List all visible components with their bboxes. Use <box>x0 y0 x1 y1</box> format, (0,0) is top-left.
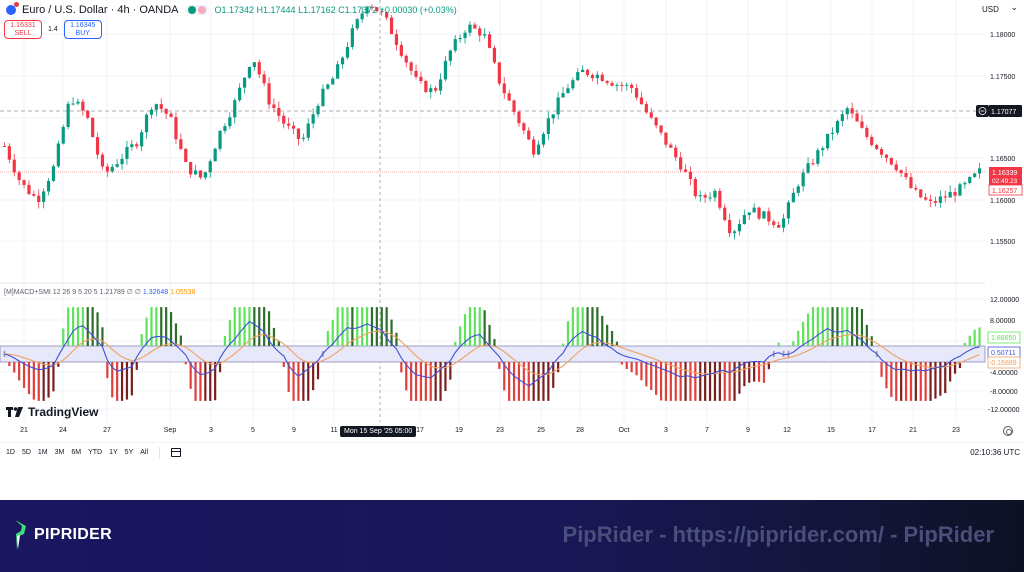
svg-text:-12.00000: -12.00000 <box>988 407 1020 414</box>
piprider-banner: PIPRIDER PipRider - https://piprider.com… <box>0 500 1024 572</box>
tradingview-logo[interactable]: TradingView <box>6 405 98 419</box>
time-tick-label: 24 <box>59 427 67 434</box>
svg-text:1.16000: 1.16000 <box>990 198 1015 205</box>
time-tick-label: 17 <box>416 427 424 434</box>
trade-buttons: 1.16331 SELL 1.4 1.16345 BUY <box>4 20 102 39</box>
svg-text:1.16339: 1.16339 <box>992 170 1017 177</box>
go-to-date-calendar-icon[interactable] <box>171 448 182 457</box>
crosshair-price-label: 1.17077 <box>976 105 1022 117</box>
range-1d[interactable]: 1D <box>6 449 15 456</box>
candlestick-series <box>2 4 982 240</box>
time-tick-label: 28 <box>576 427 584 434</box>
range-divider <box>159 446 161 459</box>
buy-price: 1.16345 <box>70 22 96 29</box>
time-tick-label: 9 <box>292 427 296 434</box>
market-open-dot-icon <box>187 6 196 14</box>
tradingview-chart[interactable]: 1.18000 1.17500 1.16500 1.16000 1.15500 … <box>0 0 1024 462</box>
range-5d[interactable]: 5D <box>21 449 31 456</box>
symbol-legend[interactable]: Euro / U.S. Dollar · 4h · OANDA O1.17342… <box>6 2 457 16</box>
piprider-logo: PIPRIDER <box>14 520 112 550</box>
time-tick-label: 23 <box>952 427 960 434</box>
svg-text:1.88650: 1.88650 <box>991 335 1016 342</box>
time-tick-label: 7 <box>705 427 709 434</box>
time-tick-label: Sep <box>163 427 177 434</box>
svg-text:02:49:23: 02:49:23 <box>992 178 1018 185</box>
time-tick-label: 17 <box>868 427 876 434</box>
price-axis[interactable]: 1.18000 1.17500 1.16500 1.16000 1.15500 <box>990 32 1015 246</box>
time-tick-label: 27 <box>103 427 111 434</box>
indicator-value-macd: 1.32648 <box>142 289 169 296</box>
time-tick-label: 11 <box>330 427 338 434</box>
time-tick-label: 12 <box>783 427 791 434</box>
ohlc-values: O1.17342 H1.17444 L1.17162 C1.17372 +0.0… <box>214 5 457 15</box>
time-tick-label: 15 <box>827 427 835 434</box>
range-6m[interactable]: 6M <box>71 449 82 456</box>
indicator-value-signal: 1.05538 <box>170 289 196 296</box>
chart-settings-icon[interactable] <box>1003 426 1013 436</box>
market-status-indicator[interactable] <box>184 5 209 15</box>
range-ytd[interactable]: YTD <box>88 449 103 456</box>
currency-dropdown[interactable]: USD <box>982 2 1018 19</box>
watermark-text: PipRider - https://piprider.com/ - PipRi… <box>562 522 994 547</box>
svg-text:-8.00000: -8.00000 <box>990 389 1018 396</box>
tradingview-wordmark: TradingView <box>28 405 99 419</box>
buy-button[interactable]: 1.16345 BUY <box>63 20 102 39</box>
time-tick-label: 23 <box>496 427 504 434</box>
macd-histogram <box>3 307 981 401</box>
piprider-wordmark: PIPRIDER <box>34 526 112 543</box>
indicator-label: [M]MACD+SMI 12 26 9 5 20 5 1.21789 ∅ ∅ <box>4 289 141 296</box>
time-tick-label: 21 <box>909 427 917 434</box>
svg-text:8.00000: 8.00000 <box>990 318 1015 325</box>
tradingview-logo-icon <box>6 407 23 417</box>
current-price-label: 1.16339 02:49:23 1.16257 <box>988 167 1023 196</box>
signal-line <box>4 330 980 376</box>
time-tick-label: 9 <box>746 427 750 434</box>
sell-label: SELL <box>14 30 32 37</box>
buy-label: BUY <box>75 30 90 37</box>
add-alert-icon <box>978 107 987 115</box>
range-3m[interactable]: 3M <box>54 449 65 456</box>
time-tick-label: 21 <box>20 427 28 434</box>
svg-text:1.16500: 1.16500 <box>990 156 1015 163</box>
time-tick-label: 3 <box>209 427 213 434</box>
chart-canvas[interactable]: 1.18000 1.17500 1.16500 1.16000 1.15500 … <box>0 0 1024 462</box>
svg-text:-0.16889: -0.16889 <box>989 360 1017 367</box>
svg-text:12.00000: 12.00000 <box>990 297 1019 304</box>
piprider-logo-icon <box>15 520 26 550</box>
range-1y[interactable]: 1Y <box>109 449 118 456</box>
sell-button[interactable]: 1.16331 SELL <box>4 20 42 39</box>
svg-text:0.50711: 0.50711 <box>991 350 1016 357</box>
sell-price: 1.16331 <box>10 22 36 29</box>
svg-text:1.15500: 1.15500 <box>990 239 1015 246</box>
svg-text:-4.00000: -4.00000 <box>990 370 1018 377</box>
time-tick-label: Oct <box>618 427 630 434</box>
date-range-bar: 1D 5D 1M 3M 6M YTD 1Y 5Y All <box>0 442 1024 462</box>
spacer <box>0 462 1024 500</box>
symbol-title[interactable]: Euro / U.S. Dollar · 4h · OANDA <box>22 4 179 16</box>
svg-text:1.17500: 1.17500 <box>990 74 1015 81</box>
svg-text:1.17077: 1.17077 <box>991 109 1016 116</box>
price-reference-lines <box>0 0 985 422</box>
utc-clock[interactable]: 02:10:36 UTC <box>970 448 1020 457</box>
time-tick-label: 25 <box>537 427 545 434</box>
crosshair-time-label: Mon 15 Sep '25 05:00 <box>340 426 417 437</box>
time-tick-label: 3 <box>664 427 668 434</box>
range-1m[interactable]: 1M <box>37 449 48 456</box>
time-axis[interactable]: 21 24 27 Sep 3 5 9 11 17 19 23 25 28 Oct 3 7 9 12 15 17 21 23 <box>0 424 1024 440</box>
currency-label: USD <box>982 5 999 14</box>
indicator-axis[interactable]: 12.00000 8.00000 -4.00000 -8.00000 -12.0… <box>987 297 1021 414</box>
svg-text:1.18000: 1.18000 <box>990 32 1015 39</box>
svg-text:1.16257: 1.16257 <box>992 188 1017 195</box>
currency-flag-icon <box>6 2 19 15</box>
range-5y[interactable]: 5Y <box>124 449 134 456</box>
indicator-legend[interactable]: [M]MACD+SMI 12 26 9 5 20 5 1.21789 ∅ ∅ 1… <box>4 288 195 296</box>
macd-line <box>4 320 980 387</box>
data-flag-icon <box>197 6 206 14</box>
time-tick-label: 19 <box>455 427 463 434</box>
range-all[interactable]: All <box>140 449 149 456</box>
spread-value: 1.4 <box>48 26 58 33</box>
time-tick-label: 5 <box>251 427 255 434</box>
